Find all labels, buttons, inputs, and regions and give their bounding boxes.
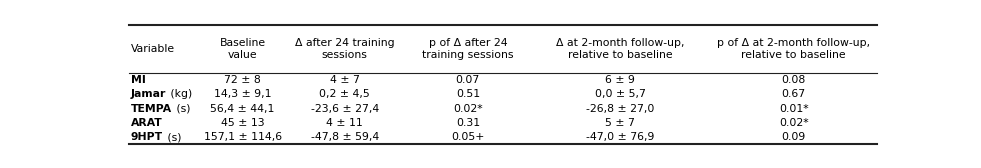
Text: -47,0 ± 76,9: -47,0 ± 76,9 (586, 132, 654, 142)
Text: Baseline
value: Baseline value (220, 38, 266, 60)
Text: p of Δ after 24
training sessions: p of Δ after 24 training sessions (422, 38, 514, 60)
Text: TEMPA: TEMPA (131, 104, 172, 114)
Text: 0.01*: 0.01* (779, 104, 808, 114)
Text: 9HPT: 9HPT (131, 132, 163, 142)
Text: Variable: Variable (131, 44, 176, 54)
Text: 0,0 ± 5,7: 0,0 ± 5,7 (594, 89, 645, 99)
Text: p of Δ at 2-month follow-up,
relative to baseline: p of Δ at 2-month follow-up, relative to… (717, 38, 870, 60)
Text: 0.67: 0.67 (782, 89, 805, 99)
Text: 72 ± 8: 72 ± 8 (225, 75, 261, 85)
Text: 0.02*: 0.02* (453, 104, 483, 114)
Text: ARAT: ARAT (131, 118, 163, 128)
Text: MI: MI (131, 75, 146, 85)
Text: 14,3 ± 9,1: 14,3 ± 9,1 (214, 89, 272, 99)
Text: Δ after 24 training
sessions: Δ after 24 training sessions (295, 38, 394, 60)
Text: (kg): (kg) (167, 89, 192, 99)
Text: 45 ± 13: 45 ± 13 (221, 118, 265, 128)
Text: (s): (s) (173, 104, 190, 114)
Text: Δ at 2-month follow-up,
relative to baseline: Δ at 2-month follow-up, relative to base… (555, 38, 684, 60)
Text: 4 ± 7: 4 ± 7 (330, 75, 360, 85)
Text: -23,6 ± 27,4: -23,6 ± 27,4 (311, 104, 379, 114)
Text: 4 ± 11: 4 ± 11 (327, 118, 363, 128)
Text: 0.09: 0.09 (782, 132, 805, 142)
Text: 0.05+: 0.05+ (451, 132, 485, 142)
Text: Jamar: Jamar (131, 89, 167, 99)
Text: 0.02*: 0.02* (779, 118, 808, 128)
Text: -26,8 ± 27,0: -26,8 ± 27,0 (586, 104, 654, 114)
Text: 5 ± 7: 5 ± 7 (605, 118, 635, 128)
Text: 0,2 ± 4,5: 0,2 ± 4,5 (320, 89, 370, 99)
Text: 0.31: 0.31 (456, 118, 480, 128)
Text: 6 ± 9: 6 ± 9 (605, 75, 635, 85)
Text: -47,8 ± 59,4: -47,8 ± 59,4 (311, 132, 379, 142)
Text: (s): (s) (164, 132, 181, 142)
Text: 0.07: 0.07 (456, 75, 480, 85)
Text: 56,4 ± 44,1: 56,4 ± 44,1 (210, 104, 275, 114)
Text: 157,1 ± 114,6: 157,1 ± 114,6 (203, 132, 282, 142)
Text: 0.51: 0.51 (456, 89, 480, 99)
Text: 0.08: 0.08 (782, 75, 805, 85)
